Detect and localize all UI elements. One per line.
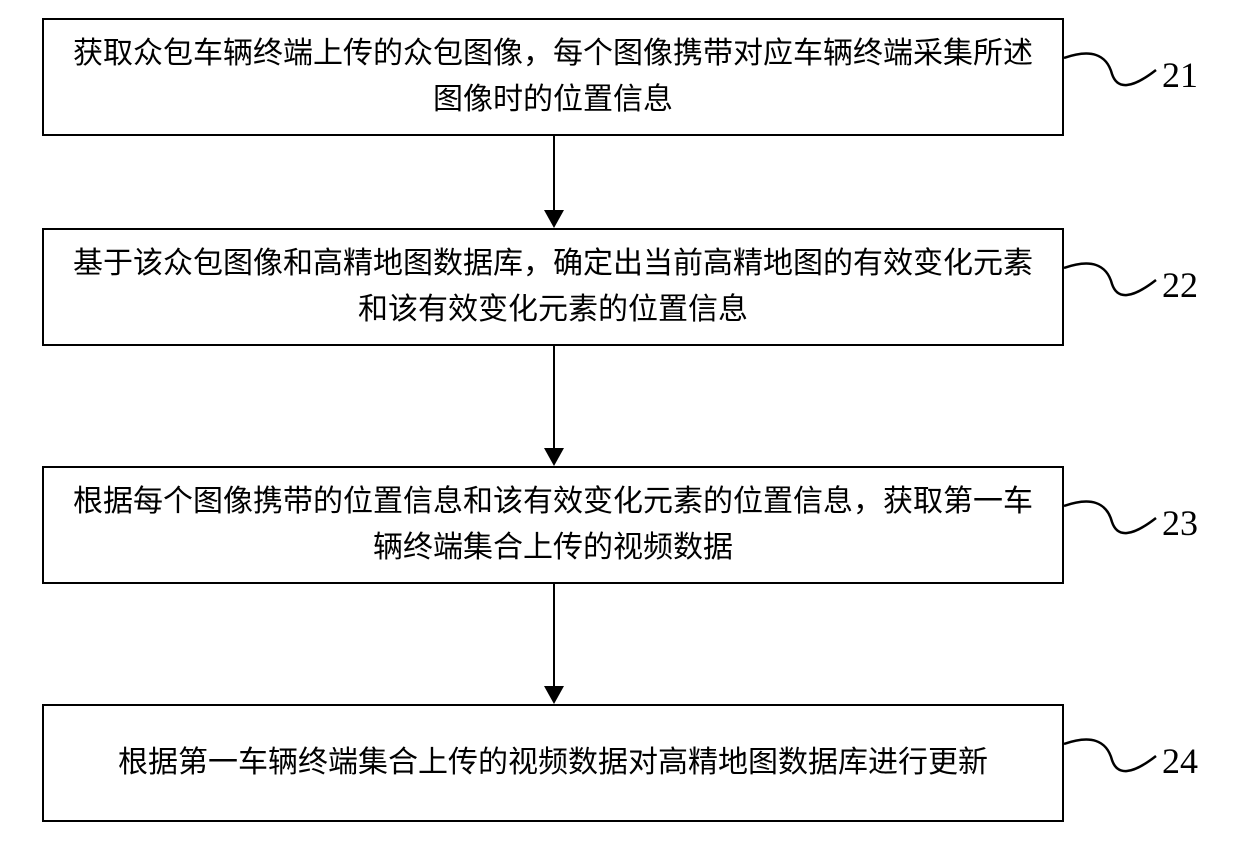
arrow-1-line bbox=[553, 136, 555, 210]
step-label-23: 23 bbox=[1162, 502, 1198, 544]
step-label-22: 22 bbox=[1162, 264, 1198, 306]
arrow-3-line bbox=[553, 584, 555, 686]
step-label-21: 21 bbox=[1162, 54, 1198, 96]
brace-21 bbox=[1064, 50, 1160, 100]
step-21-text: 获取众包车辆终端上传的众包图像，每个图像携带对应车辆终端采集所述图像时的位置信息 bbox=[72, 31, 1034, 124]
arrow-1-head bbox=[544, 210, 564, 228]
arrow-2-line bbox=[553, 346, 555, 448]
step-box-22: 基于该众包图像和高精地图数据库，确定出当前高精地图的有效变化元素和该有效变化元素… bbox=[42, 228, 1064, 346]
arrow-2-head bbox=[544, 448, 564, 466]
flowchart-canvas: 获取众包车辆终端上传的众包图像，每个图像携带对应车辆终端采集所述图像时的位置信息… bbox=[0, 0, 1240, 852]
step-24-text: 根据第一车辆终端集合上传的视频数据对高精地图数据库进行更新 bbox=[118, 740, 988, 787]
brace-24 bbox=[1064, 736, 1160, 786]
step-label-24: 24 bbox=[1162, 740, 1198, 782]
arrow-3-head bbox=[544, 686, 564, 704]
brace-22 bbox=[1064, 260, 1160, 310]
brace-23 bbox=[1064, 498, 1160, 548]
step-22-text: 基于该众包图像和高精地图数据库，确定出当前高精地图的有效变化元素和该有效变化元素… bbox=[72, 241, 1034, 334]
step-box-21: 获取众包车辆终端上传的众包图像，每个图像携带对应车辆终端采集所述图像时的位置信息 bbox=[42, 18, 1064, 136]
step-23-text: 根据每个图像携带的位置信息和该有效变化元素的位置信息，获取第一车辆终端集合上传的… bbox=[72, 479, 1034, 572]
step-box-23: 根据每个图像携带的位置信息和该有效变化元素的位置信息，获取第一车辆终端集合上传的… bbox=[42, 466, 1064, 584]
step-box-24: 根据第一车辆终端集合上传的视频数据对高精地图数据库进行更新 bbox=[42, 704, 1064, 822]
